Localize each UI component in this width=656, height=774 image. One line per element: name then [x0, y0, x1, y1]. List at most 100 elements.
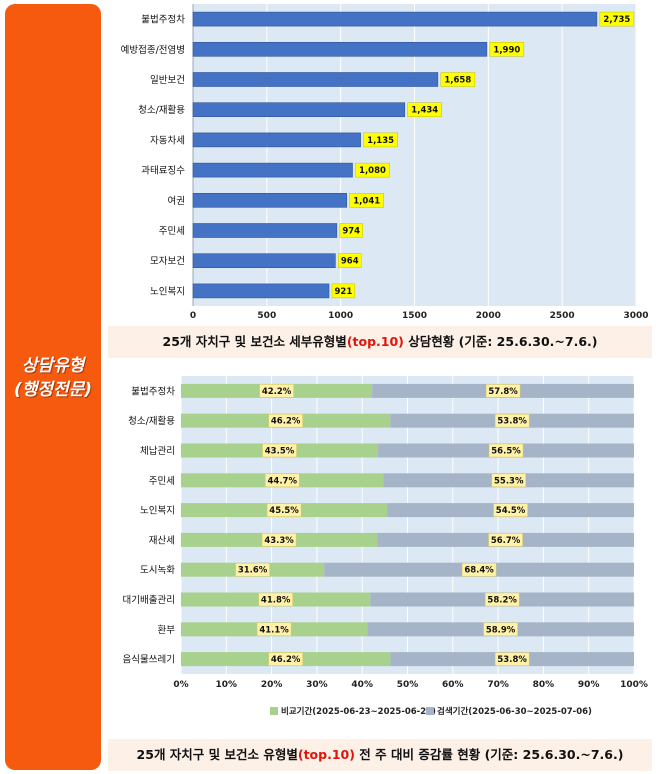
x-tick-label: 500 [257, 311, 276, 321]
value-label-box [494, 652, 530, 666]
chart1-caption-suffix: 상담현황 (기준: 25.6.30.~7.6.) [403, 334, 598, 349]
x-tick-label: 50% [397, 680, 419, 690]
bar [192, 162, 353, 178]
value-label-box [485, 384, 521, 398]
value-label-box [489, 42, 525, 57]
bar [192, 193, 348, 208]
bar [192, 223, 338, 238]
side-title: 상담유형 (행정전문) [5, 354, 101, 402]
value-label-box [494, 413, 530, 428]
x-tick-label: 2000 [476, 311, 501, 321]
x-tick-label: 70% [487, 680, 509, 690]
search-value-label: 57.8% [488, 387, 518, 397]
value-label-box [262, 443, 297, 458]
bar [192, 102, 406, 117]
compare-value-label: 31.6% [238, 566, 268, 576]
search-value-label: 53.8% [497, 655, 527, 665]
value-label-box [440, 72, 476, 87]
bar [192, 253, 336, 268]
search-value-label: 58.2% [487, 596, 517, 606]
category-label: 불법주정차 [131, 385, 175, 397]
category-label: 대기배출관리 [123, 595, 175, 606]
compare-value-label: 45.5% [269, 506, 299, 516]
x-tick-label: 10% [216, 680, 238, 690]
value-label-box [268, 652, 303, 666]
bar [192, 132, 361, 148]
search-value-label: 54.5% [496, 506, 526, 516]
value-label-box [256, 622, 292, 637]
category-label: 여권 [168, 195, 185, 207]
value-label-box [349, 193, 384, 208]
x-tick-label: 2500 [550, 311, 575, 321]
value-label-box [339, 223, 363, 238]
x-tick-label: 1500 [402, 311, 427, 321]
x-tick-label: 0 [190, 311, 196, 321]
search-value-label: 56.7% [491, 536, 521, 546]
x-tick-label: 1000 [328, 311, 353, 321]
value-label-box [261, 533, 297, 547]
compare-value-label: 41.1% [259, 625, 289, 635]
legend-swatch-compare [270, 707, 278, 715]
category-label: 노인복지 [150, 286, 185, 297]
search-value-label: 55.3% [494, 476, 524, 486]
search-value-label: 58.9% [486, 625, 516, 635]
compare-value-label: 41.8% [261, 596, 291, 606]
compare-value-label: 46.2% [271, 417, 301, 427]
value-label-box [264, 473, 300, 488]
compare-value-label: 46.2% [271, 655, 301, 665]
value-label-box [363, 132, 398, 148]
bar [192, 41, 488, 57]
value-label-box [338, 253, 362, 268]
value-label-box [331, 283, 356, 299]
legend-label-search: 검색기간(2025-06-30~2025-07-06) [437, 706, 592, 717]
category-label: 재산세 [149, 535, 175, 546]
category-label: 주민세 [149, 476, 175, 487]
value-label: 1,080 [359, 166, 386, 176]
category-label: 도시녹화 [140, 565, 175, 576]
compare-value-label: 43.5% [265, 447, 295, 457]
x-tick-label: 60% [442, 680, 464, 690]
category-label: 일반보건 [150, 75, 185, 86]
value-label: 1,434 [411, 106, 438, 116]
value-label: 1,990 [493, 45, 520, 55]
chart1-caption: 25개 자치구 및 보건소 세부유형별(top.10) 상담현황 (기준: 25… [108, 326, 652, 358]
value-label-box [355, 162, 390, 178]
compare-value-label: 43.3% [264, 536, 294, 546]
value-label-box [407, 102, 443, 117]
value-label: 2,735 [603, 15, 630, 25]
value-label-box [258, 592, 293, 607]
compare-value-label: 44.7% [267, 476, 297, 486]
x-tick-label: 80% [533, 680, 555, 690]
category-label: 예방접종/전염병 [121, 44, 185, 56]
value-label: 1,658 [444, 76, 471, 86]
chart2-caption-suffix: 전 주 대비 증감률 현황 (기준: 25.6.30.~7.6.) [354, 747, 624, 762]
chart2-caption: 25개 자치구 및 보건소 유형별(top.10) 전 주 대비 증감률 현황 … [108, 739, 652, 771]
search-value-label: 53.8% [497, 417, 527, 427]
value-label-box [599, 11, 635, 27]
value-label-box [268, 413, 303, 428]
value-label-box [259, 384, 294, 398]
side-title-line2: (행정전문) [13, 380, 93, 400]
category-label: 체납관리 [140, 446, 175, 457]
category-label: 주민세 [159, 226, 185, 237]
value-label-box [235, 562, 270, 577]
consult-count-chart: 0 500 1000 1500 2000 2500 3000 불법주정차 2,735 예방접종/전… [121, 4, 649, 321]
bar [192, 11, 598, 27]
value-label: 1,041 [353, 196, 380, 206]
compare-value-label: 42.2% [262, 387, 292, 397]
x-tick-label: 0% [173, 680, 188, 690]
value-label-box [488, 533, 523, 547]
category-label: 노인복지 [140, 506, 175, 517]
value-label: 921 [335, 287, 353, 297]
x-tick-label: 90% [578, 680, 600, 690]
legend-swatch-search [426, 707, 434, 715]
side-title-line1: 상담유형 [21, 356, 85, 376]
category-label: 과태료징수 [141, 166, 185, 177]
value-label-box [483, 622, 518, 637]
value-label: 1,135 [367, 136, 394, 146]
value-label-box [484, 592, 520, 607]
x-tick-label: 3000 [623, 311, 648, 321]
chart2-caption-highlight: (top.10) [297, 747, 355, 762]
x-tick-label: 30% [306, 680, 328, 690]
value-label-box [461, 562, 497, 577]
